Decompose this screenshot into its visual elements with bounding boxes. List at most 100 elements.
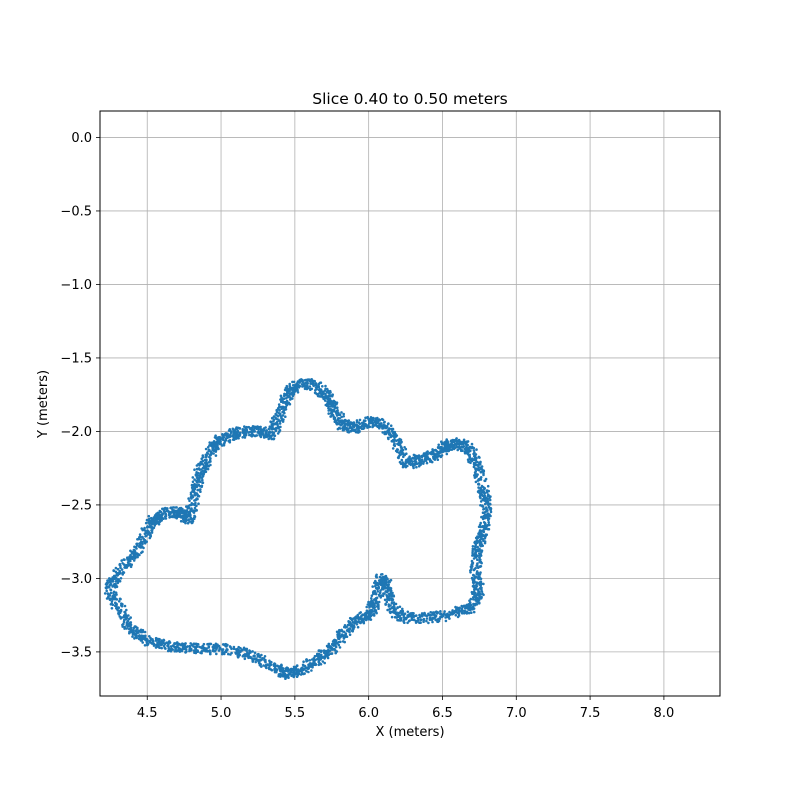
scatter-point xyxy=(474,541,477,545)
scatter-point xyxy=(195,474,199,477)
scatter-point xyxy=(273,422,276,426)
scatter-point xyxy=(485,533,489,536)
scatter-point xyxy=(279,664,283,668)
scatter-point xyxy=(277,419,281,422)
scatter-point xyxy=(223,433,227,436)
scatter-point xyxy=(297,386,301,389)
scatter-point xyxy=(175,641,179,644)
scatter-point xyxy=(193,514,196,518)
scatter-point xyxy=(326,396,330,400)
scatter-point xyxy=(110,607,114,610)
scatter-point xyxy=(437,611,440,614)
scatter-point xyxy=(321,390,325,394)
scatter-point xyxy=(415,619,419,623)
scatter-point xyxy=(323,655,326,658)
scatter-point xyxy=(410,615,414,619)
scatter-point xyxy=(389,607,392,611)
scatter-point xyxy=(483,487,487,490)
scatter-point xyxy=(373,606,377,609)
scatter-point xyxy=(162,507,165,511)
scatter-point xyxy=(181,507,184,511)
scatter-point xyxy=(355,419,359,422)
scatter-point xyxy=(473,552,477,556)
scatter-point xyxy=(458,446,462,449)
scatter-point xyxy=(183,509,187,513)
scatter-point xyxy=(394,602,398,606)
scatter-point xyxy=(286,670,290,673)
scatter-point xyxy=(264,430,268,434)
scatter-point xyxy=(359,620,363,624)
scatter-point xyxy=(343,624,347,627)
scatter-point xyxy=(327,642,331,646)
scatter-point xyxy=(392,434,395,438)
scatter-point xyxy=(486,523,490,527)
scatter-point xyxy=(193,642,197,646)
scatter-point xyxy=(470,576,474,580)
scatter-point xyxy=(352,423,356,427)
scatter-point xyxy=(158,520,161,524)
scatter-point xyxy=(362,420,366,423)
scatter-point xyxy=(269,420,272,424)
scatter-point xyxy=(391,606,395,610)
scatter-point xyxy=(482,469,486,473)
scatter-point xyxy=(138,637,142,641)
scatter-point xyxy=(254,657,257,661)
scatter-point xyxy=(340,411,343,414)
scatter-point xyxy=(145,534,148,538)
scatter-point xyxy=(432,616,435,620)
scatter-point xyxy=(336,406,339,410)
scatter-point xyxy=(148,639,151,643)
y-axis-label: Y (meters) xyxy=(36,370,51,439)
scatter-point xyxy=(103,592,107,595)
scatter-point xyxy=(236,651,239,655)
scatter-point xyxy=(143,542,147,545)
scatter-point xyxy=(374,598,378,602)
scatter-point xyxy=(318,649,322,652)
scatter-point xyxy=(270,424,274,428)
scatter-point xyxy=(135,547,138,550)
scatter-point xyxy=(120,602,123,605)
scatter-point xyxy=(145,640,149,643)
scatter-point xyxy=(203,458,207,462)
scatter-point xyxy=(284,405,288,409)
scatter-point xyxy=(191,509,194,512)
scatter-point xyxy=(234,428,237,432)
scatter-point xyxy=(316,394,320,398)
scatter-point xyxy=(395,616,399,619)
scatter-point xyxy=(369,618,373,621)
scatter-point xyxy=(206,650,210,653)
scatter-point xyxy=(116,581,120,585)
scatter-point xyxy=(400,446,404,450)
scatter-point xyxy=(292,380,296,384)
scatter-point xyxy=(363,426,366,430)
scatter-point xyxy=(266,663,270,667)
scatter-point xyxy=(476,576,480,580)
scatter-point xyxy=(395,611,399,614)
scatter-point xyxy=(154,646,158,649)
scatter-point xyxy=(358,418,362,422)
scatter-point xyxy=(406,614,409,617)
scatter-point xyxy=(475,467,479,471)
scatter-point xyxy=(123,614,127,617)
scatter-point xyxy=(471,547,475,551)
scatter-point xyxy=(277,674,281,678)
scatter-point xyxy=(420,458,424,462)
scatter-point xyxy=(471,596,475,599)
scatter-point xyxy=(323,661,327,665)
scatter-point xyxy=(144,521,148,525)
scatter-point xyxy=(474,575,478,579)
scatter-point xyxy=(473,593,476,596)
scatter-point xyxy=(399,438,403,442)
scatter-point xyxy=(479,470,483,474)
scatter-point xyxy=(107,585,111,589)
scatter-point xyxy=(284,386,288,390)
scatter-point xyxy=(479,565,483,568)
scatter-point xyxy=(402,613,406,616)
scatter-point xyxy=(335,401,339,405)
scatter-point xyxy=(391,438,395,442)
scatter-point xyxy=(135,544,139,547)
scatter-point xyxy=(344,632,348,635)
scatter-point xyxy=(300,666,304,670)
scatter-point xyxy=(470,564,474,568)
scatter-point xyxy=(199,490,202,494)
